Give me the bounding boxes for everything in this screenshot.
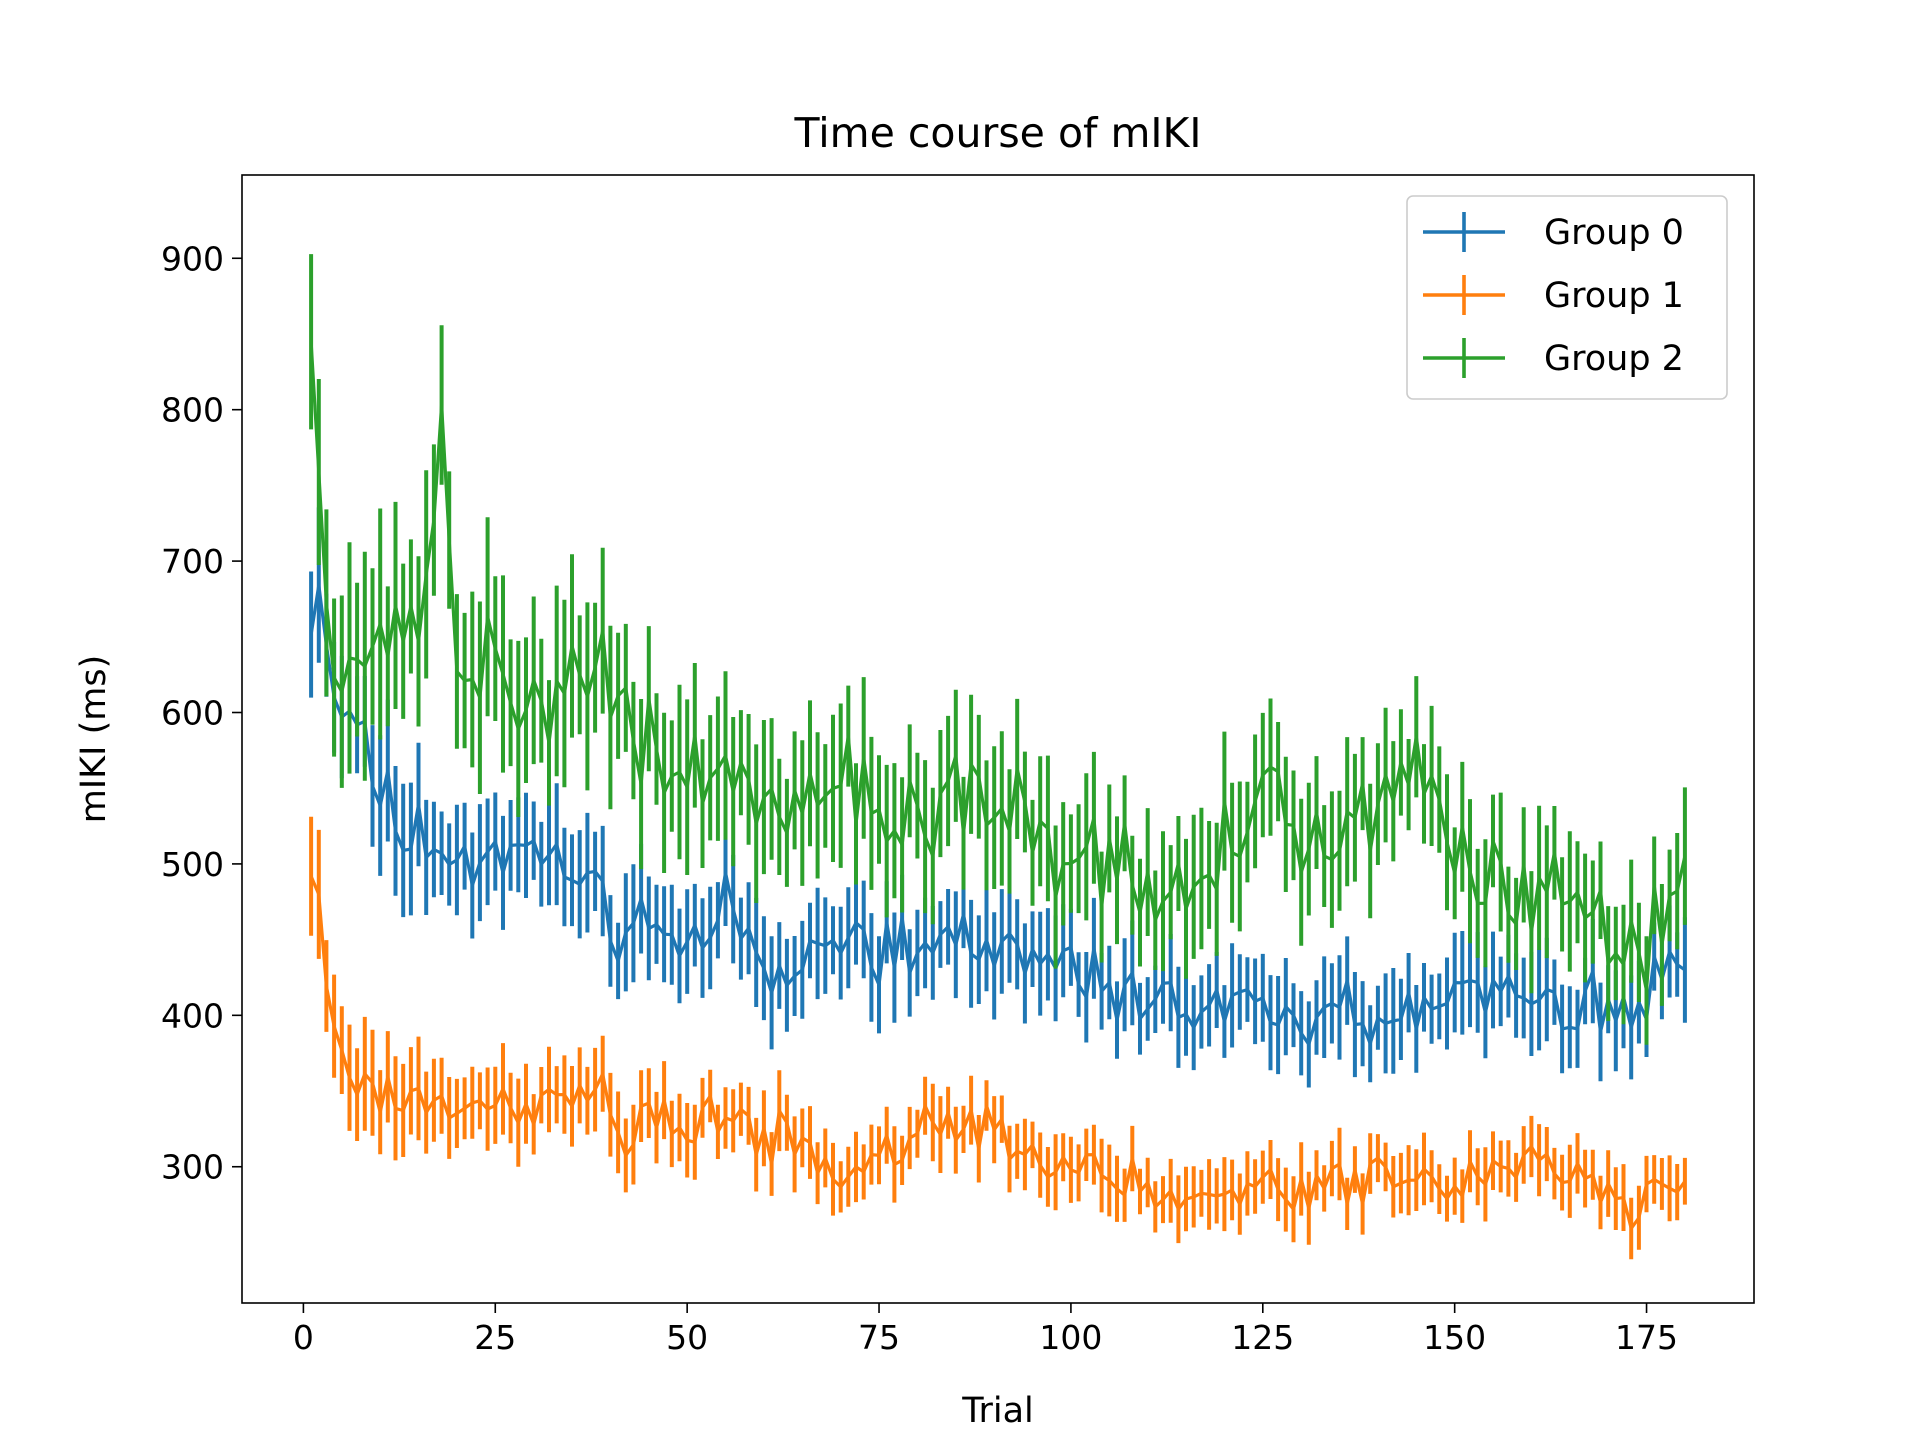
- y-tick-label: 300: [161, 1148, 224, 1187]
- series-0: [309, 507, 1687, 1088]
- series-1-line: [309, 875, 1687, 1231]
- x-axis: 0 25 50 75 100 125 150 175: [293, 1303, 1678, 1357]
- x-tick-label: 0: [293, 1318, 314, 1357]
- legend-label-1: Group 1: [1544, 276, 1684, 316]
- legend-label-2: Group 2: [1544, 339, 1684, 379]
- y-tick-label: 700: [161, 542, 224, 581]
- series-2-line: [309, 341, 1687, 993]
- x-tick-label: 75: [858, 1318, 900, 1357]
- x-tick-label: 125: [1231, 1318, 1294, 1357]
- y-axis: 300 400 500 600 700 800 900: [161, 239, 242, 1187]
- series-1: [309, 816, 1687, 1260]
- y-tick-label: 600: [161, 694, 224, 733]
- x-tick-label: 150: [1423, 1318, 1486, 1357]
- legend: Group 0 Group 1 Group 2: [1406, 195, 1728, 400]
- legend-box: [1406, 195, 1728, 400]
- series-0-line: [309, 583, 1686, 1047]
- x-axis-label: Trial: [961, 1391, 1034, 1431]
- y-axis-label: mIKI (ms): [74, 655, 114, 823]
- legend-label-0: Group 0: [1544, 213, 1684, 253]
- chart-title: Time course of mIKI: [793, 109, 1201, 157]
- y-tick-label: 400: [161, 996, 224, 1035]
- y-tick-label: 500: [161, 845, 224, 884]
- series-2: [309, 254, 1687, 1045]
- y-tick-label: 900: [161, 239, 224, 278]
- x-tick-label: 50: [666, 1318, 708, 1357]
- plot-frame: [241, 174, 1755, 1304]
- y-tick-label: 800: [161, 391, 224, 430]
- series-layer: [309, 254, 1687, 1260]
- x-tick-label: 25: [474, 1318, 516, 1357]
- x-tick-label: 175: [1615, 1318, 1678, 1357]
- x-tick-label: 100: [1039, 1318, 1102, 1357]
